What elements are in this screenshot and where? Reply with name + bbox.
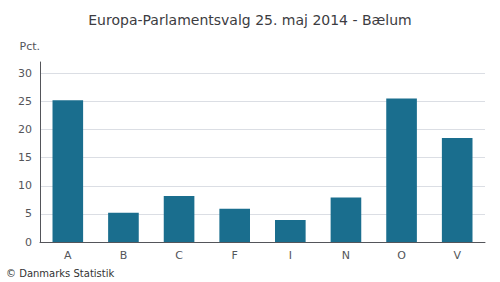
svg-text:15: 15	[18, 151, 32, 164]
svg-text:O: O	[397, 249, 406, 262]
svg-text:F: F	[232, 249, 238, 262]
svg-text:5: 5	[25, 207, 32, 220]
svg-text:© Danmarks Statistik: © Danmarks Statistik	[6, 268, 115, 279]
svg-text:30: 30	[18, 67, 32, 80]
svg-text:Europa-Parlamentsvalg 25. maj: Europa-Parlamentsvalg 25. maj 2014 - Bæl…	[88, 12, 411, 28]
svg-text:10: 10	[18, 179, 32, 192]
svg-text:N: N	[342, 249, 350, 262]
svg-text:I: I	[289, 249, 292, 262]
svg-text:C: C	[175, 249, 183, 262]
svg-text:Pct.: Pct.	[20, 40, 41, 53]
svg-text:25: 25	[18, 95, 32, 108]
svg-text:0: 0	[25, 236, 32, 249]
svg-text:V: V	[453, 249, 461, 262]
svg-text:B: B	[120, 249, 128, 262]
svg-text:20: 20	[18, 123, 32, 136]
svg-text:A: A	[64, 249, 72, 262]
